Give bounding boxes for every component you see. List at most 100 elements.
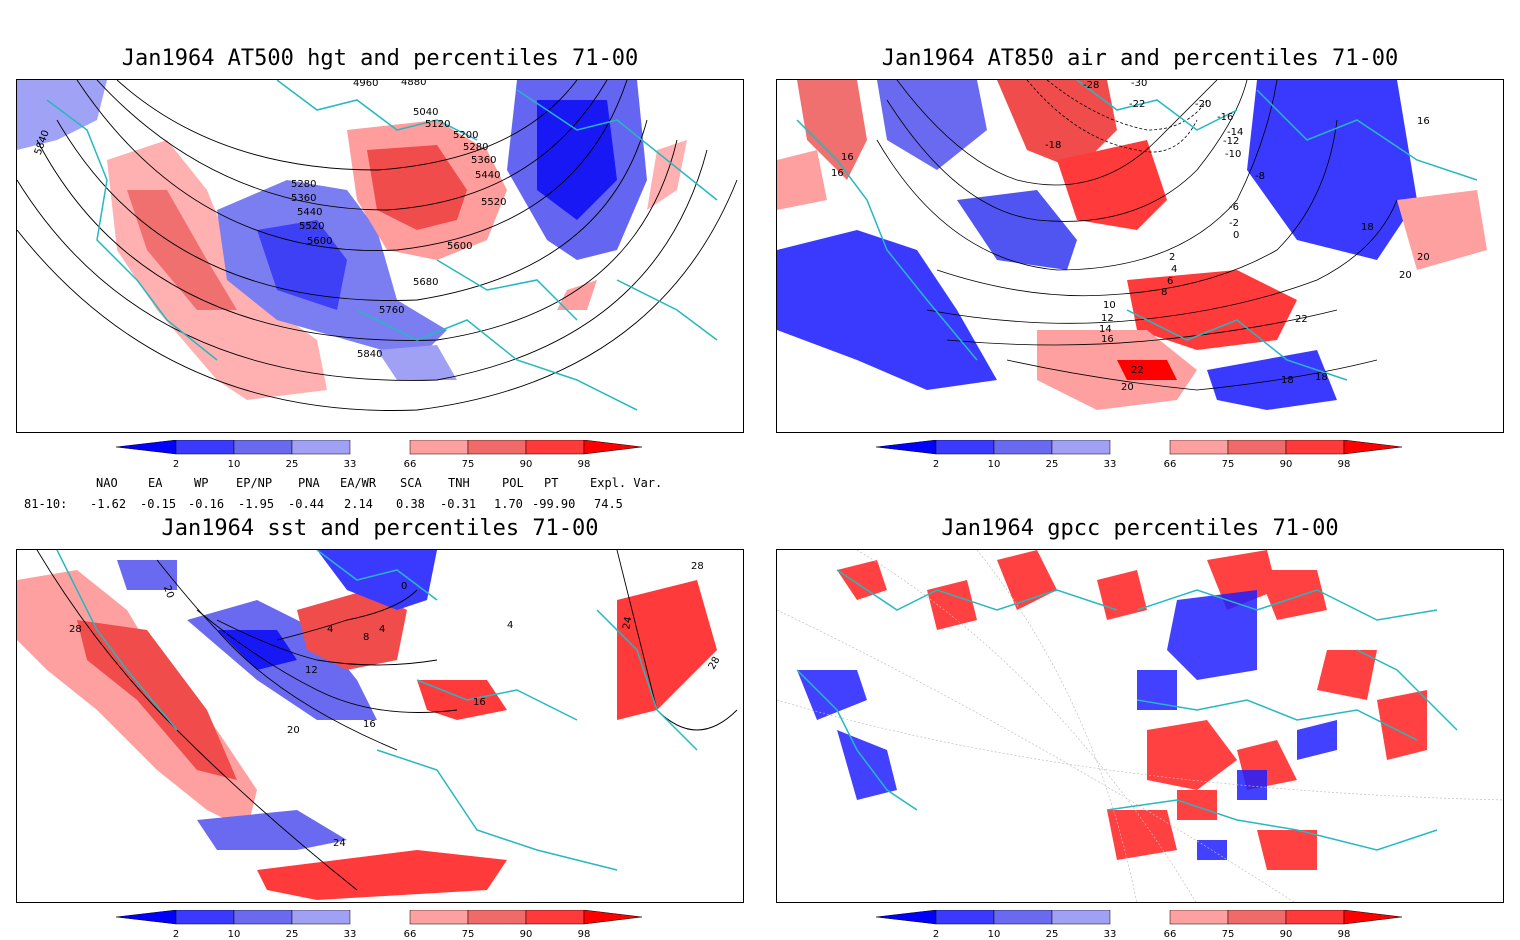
colorbar-label: 75 — [1222, 459, 1235, 470]
index-header: EA — [148, 476, 163, 490]
colorbar-segment — [525, 440, 585, 455]
contour-label: 12 — [1101, 313, 1114, 324]
colorbar-label: 75 — [462, 459, 475, 470]
colorbar-label: 75 — [462, 929, 475, 940]
index-value: -0.31 — [440, 497, 477, 511]
contour-label: 8 — [1161, 287, 1167, 298]
shade-red — [1317, 650, 1377, 700]
index-header: SCA — [400, 476, 422, 490]
ocean-mask — [927, 642, 1109, 870]
contour-label: 0 — [1233, 230, 1239, 241]
colorbar-label: 98 — [1338, 929, 1351, 940]
colorbar-segment — [935, 440, 995, 455]
colorbar-segment — [175, 910, 235, 925]
contour-label: 24 — [621, 616, 634, 630]
contour-label: 5680 — [413, 277, 438, 288]
contour-label: 5280 — [463, 142, 488, 153]
colorbar-label: 98 — [578, 459, 591, 470]
map-air: -28 -30 -22 -20 -16 -14 -12 -10 -18 -8 -… — [777, 80, 1503, 432]
shade-red — [1377, 690, 1427, 760]
index-header: TNH — [448, 476, 470, 490]
colorbar-label: 33 — [1104, 459, 1117, 470]
colorbar-label: 98 — [1338, 459, 1351, 470]
contour-label: 2 — [1169, 252, 1175, 263]
colorbar-segment — [467, 440, 527, 455]
index-value: 2.14 — [344, 497, 373, 511]
contour-label: -8 — [1255, 171, 1265, 182]
contour-label: 16 — [831, 168, 844, 179]
shade-red — [257, 850, 507, 900]
shade-blue — [377, 345, 457, 380]
index-header: EP/NP — [236, 476, 273, 490]
shade-red — [1107, 810, 1177, 860]
colorbar-sst: 2 10 25 33 66 75 90 98 — [116, 910, 646, 940]
contour-label: 20 — [1399, 270, 1412, 281]
hemisphere-mask — [777, 360, 1503, 432]
colorbar-label: 90 — [1280, 929, 1293, 940]
contour-label: -20 — [1195, 99, 1211, 110]
contour-label: 10 — [1103, 300, 1116, 311]
contour-label: 5200 — [453, 130, 478, 141]
shade-blue — [1247, 80, 1417, 260]
colorbar-segment — [1169, 440, 1229, 455]
contour-label: 28 — [691, 561, 704, 572]
shade-red — [1117, 360, 1177, 380]
colorbar-label: 90 — [520, 929, 533, 940]
colorbar-label: 25 — [286, 929, 299, 940]
panel-title-hgt: Jan1964 AT500 hgt and percentiles 71-00 — [121, 46, 639, 71]
colorbar-segment — [583, 440, 643, 455]
colorbar-label: 25 — [1046, 929, 1059, 940]
contour-label: 22 — [1131, 365, 1144, 376]
colorbar-segment — [583, 910, 643, 925]
colorbar-segment — [175, 440, 235, 455]
map-panel-hgt: 4960 4880 5040 5120 5200 5280 5360 5440 … — [16, 79, 744, 433]
contour-label: -12 — [1223, 136, 1239, 147]
shade-blue — [1297, 720, 1337, 760]
shade-red — [1147, 720, 1237, 790]
shade-blue — [777, 230, 997, 390]
index-value: -0.44 — [288, 497, 325, 511]
colorbar-segment — [1285, 910, 1345, 925]
colorbar-label: 2 — [933, 459, 939, 470]
shade-red — [1257, 570, 1327, 620]
colorbar-label: 66 — [1164, 929, 1177, 940]
shade-blue — [1207, 350, 1337, 410]
colorbar-label: 33 — [344, 929, 357, 940]
shade-red — [297, 590, 407, 670]
contour-label: 5440 — [475, 170, 500, 181]
shade-red — [77, 620, 237, 780]
index-header: PNA — [298, 476, 320, 490]
shade-blue — [317, 550, 437, 610]
contour-label: 16 — [841, 152, 854, 163]
colorbar-segment — [409, 910, 469, 925]
map-gpcc — [777, 550, 1503, 902]
colorbar-label: 2 — [173, 459, 179, 470]
index-header: PT — [544, 476, 559, 490]
colorbar-label: 90 — [1280, 459, 1293, 470]
shade-red — [997, 550, 1057, 610]
contour-label: 5360 — [471, 155, 496, 166]
shade-red — [997, 80, 1117, 170]
colorbar-gpcc: 2 10 25 33 66 75 90 98 — [876, 910, 1406, 940]
shade-red — [1257, 830, 1317, 870]
colorbar-segment — [467, 910, 527, 925]
shade-red — [1177, 790, 1217, 820]
index-header: WP — [194, 476, 209, 490]
colorbar-segment — [409, 440, 469, 455]
shade-red — [837, 560, 887, 600]
contour-label: -14 — [1227, 127, 1243, 138]
index-value: 0.38 — [396, 497, 425, 511]
contour-label: 18 — [1361, 222, 1374, 233]
panel-title-gpcc: Jan1964 gpcc percentiles 71-00 — [941, 516, 1339, 541]
colorbar-label: 10 — [988, 459, 1001, 470]
shade-blue — [797, 670, 867, 720]
colorbar-segment — [1227, 910, 1287, 925]
colorbar-label: 25 — [286, 459, 299, 470]
contour-label: 5440 — [297, 207, 322, 218]
colorbar-label: 25 — [1046, 459, 1059, 470]
contour-label: -22 — [1129, 99, 1145, 110]
index-value: -0.15 — [140, 497, 177, 511]
colorbar-segment — [993, 910, 1053, 925]
contour-label: 16 — [363, 719, 376, 730]
shade-blue — [877, 80, 987, 170]
